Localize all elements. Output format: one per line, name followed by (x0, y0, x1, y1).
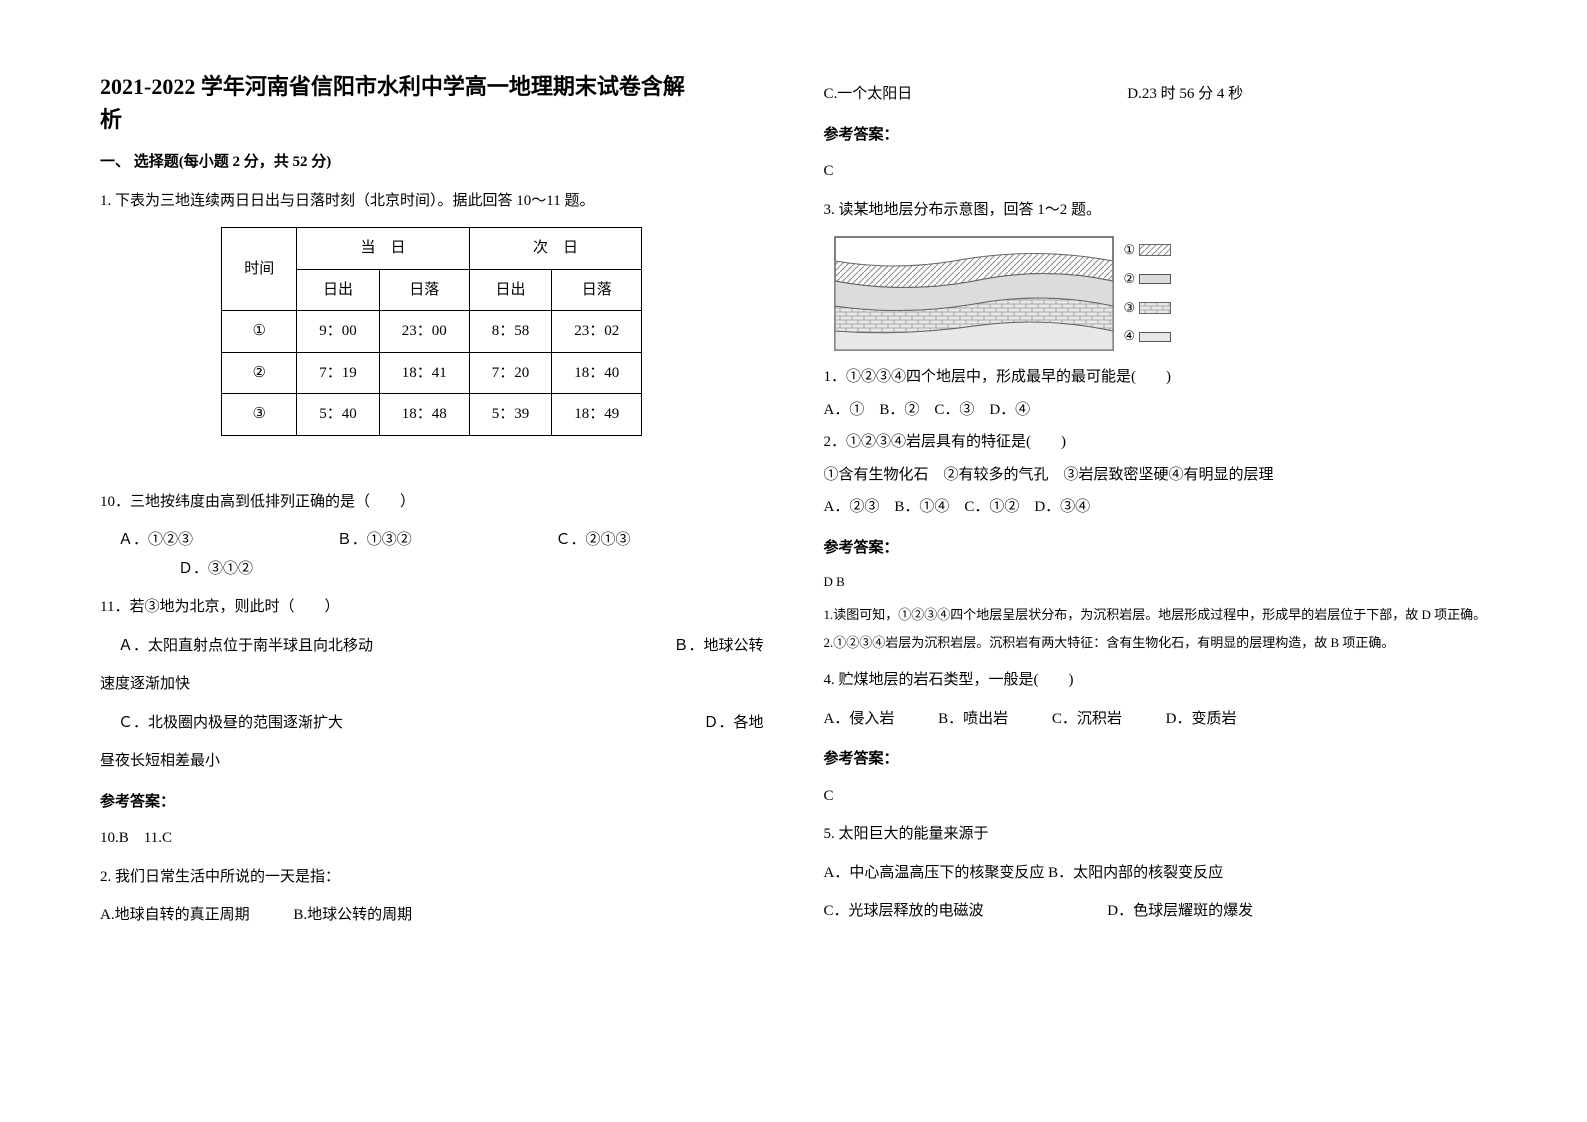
q5-text: 5. 太阳巨大的能量来源于 (824, 820, 1488, 849)
th-time: 时间 (222, 228, 297, 311)
q10-text: 10．三地按纬度由高到低排列正确的是（ ） (100, 488, 764, 517)
strata-diagram: ① ② ③ ④ (834, 236, 1488, 351)
q2-text: 2. 我们日常生活中所说的一天是指： (100, 863, 764, 892)
opt-b: B．喷出岩 (938, 711, 1008, 727)
opt-b: Ｂ．①③② (337, 526, 412, 555)
q10-options: Ａ．①②③ Ｂ．①③② Ｃ．②①③ Ｄ．③①② (118, 526, 764, 583)
cell-value: 18：48 (379, 394, 469, 436)
legend-num: ④ (1124, 324, 1136, 349)
legend-item: ③ (1124, 296, 1172, 321)
cell-value: 5：39 (469, 394, 552, 436)
opt-d: D.23 时 56 分 4 秒 (1127, 86, 1243, 102)
opt-c: C．沉积岩 (1052, 711, 1122, 727)
th-sunset-1: 日落 (379, 269, 469, 311)
q4-answer: C (824, 782, 1488, 811)
q3-explain-2: 2.①②③④岩层为沉积岩层。沉积岩有两大特征：含有生物化石，有明显的层理构造，故… (824, 631, 1488, 656)
q3-explain-1: 1.读图可知，①②③④四个地层呈层状分布，为沉积岩层。地层形成过程中，形成早的岩… (824, 603, 1488, 628)
cell-value: 18：41 (379, 352, 469, 394)
opt-d: Ｄ．③①② (178, 555, 764, 584)
opt-d: D．色球层耀斑的爆发 (1107, 903, 1253, 919)
legend-num: ③ (1124, 296, 1136, 321)
q3-2-text: 2．①②③④岩层具有的特征是( ) (824, 428, 1488, 457)
opt-a: Ａ．①②③ (118, 526, 193, 555)
q3-1-opts: A．① B．② C．③ D．④ (824, 396, 1488, 425)
th-today: 当 日 (297, 228, 470, 270)
q4-opts: A．侵入岩 B．喷出岩 C．沉积岩 D．变质岩 (824, 705, 1488, 734)
opt-b: B.地球公转的周期 (293, 907, 412, 923)
exam-title: 2021-2022 学年河南省信阳市水利中学高一地理期末试卷含解 析 (100, 70, 764, 136)
opt-c: C．光球层释放的电磁波 (824, 897, 1104, 926)
sunrise-sunset-table: 时间 当 日 次 日 日出 日落 日出 日落 ① 9：00 23：00 8：58… (221, 227, 642, 436)
title-line-2: 析 (100, 107, 122, 132)
table-row: ③ 5：40 18：48 5：39 18：49 (222, 394, 642, 436)
q2-opts-ab: A.地球自转的真正周期 B.地球公转的周期 (100, 901, 764, 930)
table-row: ① 9：00 23：00 8：58 23：02 (222, 311, 642, 353)
opt-d: Ｄ．各地 (703, 709, 763, 738)
cell-value: 23：02 (552, 311, 642, 353)
q5-opts-cd: C．光球层释放的电磁波 D．色球层耀斑的爆发 (824, 897, 1488, 926)
opt-c: Ｃ．北极圈内极昼的范围逐渐扩大 (118, 709, 343, 738)
cell-value: 18：40 (552, 352, 642, 394)
opt-b: Ｂ．地球公转 (673, 632, 763, 661)
legend-num: ① (1124, 238, 1136, 263)
q3-answer: D B (824, 570, 1488, 595)
legend-swatch (1139, 274, 1171, 284)
cell-label: ② (222, 352, 297, 394)
opt-c: C.一个太阳日 (824, 80, 1124, 109)
cell-value: 5：40 (297, 394, 380, 436)
section-header: 一、 选择题(每小题 2 分，共 52 分) (100, 148, 764, 177)
q3-2-sub: ①含有生物化石 ②有较多的气孔 ③岩层致密坚硬④有明显的层理 (824, 461, 1488, 490)
cell-value: 8：58 (469, 311, 552, 353)
table-row: ② 7：19 18：41 7：20 18：40 (222, 352, 642, 394)
q2-answer: C (824, 157, 1488, 186)
answer-label: 参考答案： (100, 788, 764, 817)
cell-value: 18：49 (552, 394, 642, 436)
left-column: 2021-2022 学年河南省信阳市水利中学高一地理期末试卷含解 析 一、 选择… (100, 70, 764, 1052)
title-line-1: 2021-2022 学年河南省信阳市水利中学高一地理期末试卷含解 (100, 74, 685, 99)
legend-swatch (1139, 332, 1171, 342)
cell-value: 9：00 (297, 311, 380, 353)
q2-opts-cd: C.一个太阳日 D.23 时 56 分 4 秒 (824, 80, 1488, 109)
q11-d-cont: 昼夜长短相差最小 (100, 747, 764, 776)
q11-line-ab: Ａ．太阳直射点位于南半球且向北移动 Ｂ．地球公转 (118, 632, 764, 661)
cell-value: 23：00 (379, 311, 469, 353)
cell-label: ① (222, 311, 297, 353)
q3-1-text: 1．①②③④四个地层中，形成最早的最可能是( ) (824, 363, 1488, 392)
q11-line-cd: Ｃ．北极圈内极昼的范围逐渐扩大 Ｄ．各地 (118, 709, 764, 738)
cell-label: ③ (222, 394, 297, 436)
q3-intro: 3. 读某地地层分布示意图，回答 1～2 题。 (824, 196, 1488, 225)
opt-a: A.地球自转的真正周期 (100, 907, 250, 923)
opt-a: A．侵入岩 (824, 711, 895, 727)
q3-2-opts: A．②③ B．①④ C．①② D．③④ (824, 493, 1488, 522)
strata-svg (834, 236, 1114, 351)
th-sunrise-2: 日出 (469, 269, 552, 311)
q11-b-cont: 速度逐渐加快 (100, 670, 764, 699)
q5-opts-ab: A．中心高温高压下的核聚变反应 B．太阳内部的核裂变反应 (824, 859, 1488, 888)
q1-answer: 10.B 11.C (100, 824, 764, 853)
opt-a: Ａ．太阳直射点位于南半球且向北移动 (118, 632, 373, 661)
opt-d: D．变质岩 (1166, 711, 1237, 727)
diagram-legend: ① ② ③ ④ (1124, 238, 1172, 349)
q1-intro: 1. 下表为三地连续两日日出与日落时刻（北京时间）。据此回答 10～11 题。 (100, 187, 764, 216)
q4-text: 4. 贮煤地层的岩石类型，一般是( ) (824, 666, 1488, 695)
th-sunrise-1: 日出 (297, 269, 380, 311)
answer-label: 参考答案： (824, 745, 1488, 774)
right-column: C.一个太阳日 D.23 时 56 分 4 秒 参考答案： C 3. 读某地地层… (824, 70, 1488, 1052)
th-next: 次 日 (469, 228, 642, 270)
cell-value: 7：20 (469, 352, 552, 394)
legend-item: ① (1124, 238, 1172, 263)
th-sunset-2: 日落 (552, 269, 642, 311)
legend-num: ② (1124, 267, 1136, 292)
cell-value: 7：19 (297, 352, 380, 394)
q11-text: 11．若③地为北京，则此时（ ） (100, 593, 764, 622)
answer-label: 参考答案： (824, 121, 1488, 150)
legend-item: ④ (1124, 324, 1172, 349)
legend-item: ② (1124, 267, 1172, 292)
answer-label: 参考答案： (824, 534, 1488, 563)
opt-c: Ｃ．②①③ (556, 532, 631, 548)
